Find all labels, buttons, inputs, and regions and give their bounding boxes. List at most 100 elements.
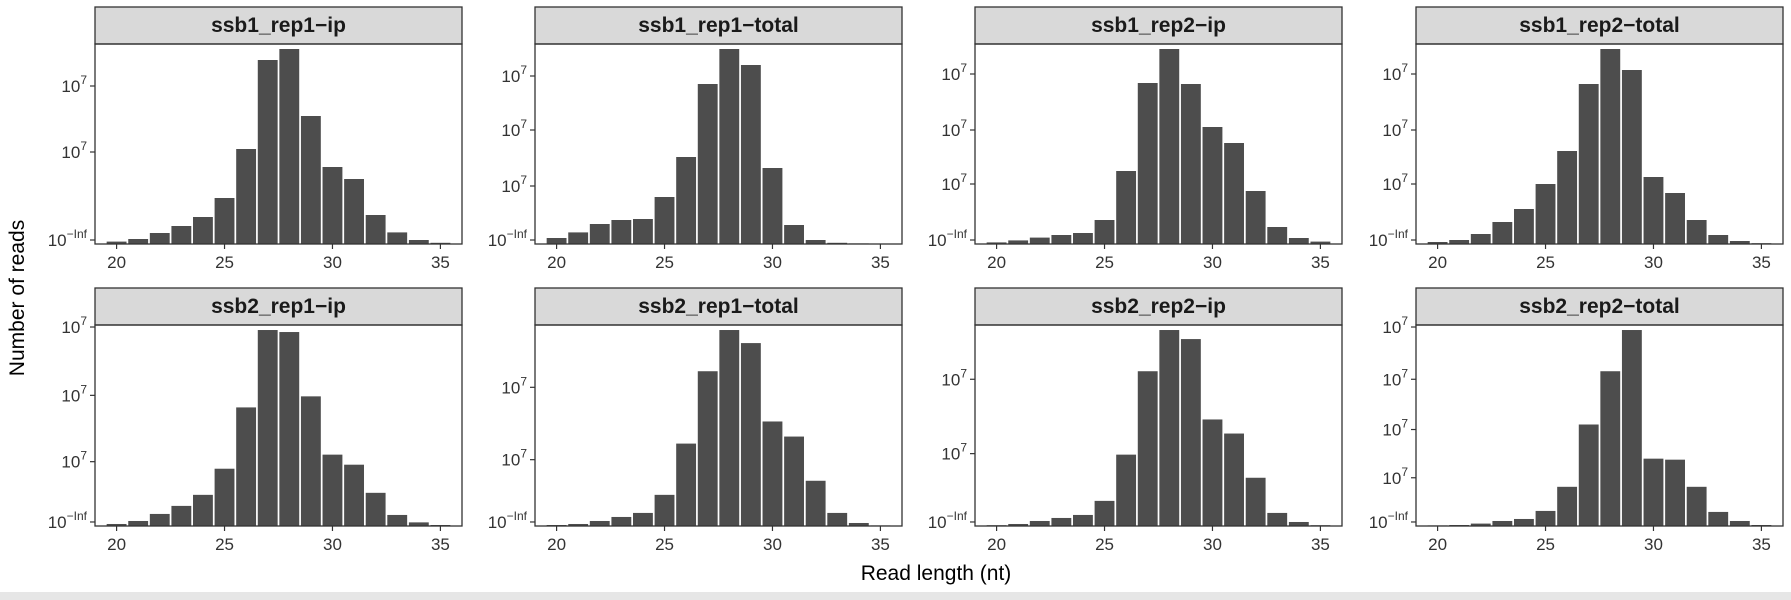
panel-border (94, 324, 463, 527)
panel-title: ssb1_rep2−total (1519, 14, 1680, 37)
x-axis-title: Read length (nt) (861, 562, 1012, 585)
bar (300, 116, 321, 244)
bar (106, 523, 127, 526)
x-tick-label: 30 (763, 535, 782, 554)
bar (827, 512, 848, 526)
bar (1621, 330, 1642, 526)
bar (1600, 49, 1621, 244)
panel-strip (1415, 6, 1784, 45)
bar (214, 468, 235, 526)
x-tick-label: 25 (655, 535, 674, 554)
y-tick-label: 107 (61, 73, 87, 96)
x-tick-label: 25 (1095, 535, 1114, 554)
panel-strip (94, 287, 463, 326)
bar (149, 513, 170, 526)
y-tick-label: 10−Inf (488, 509, 528, 532)
panel-title: ssb2_rep2−ip (1091, 295, 1226, 318)
bar (611, 516, 632, 526)
bar (1449, 240, 1470, 244)
bar (805, 480, 826, 526)
panel-title: ssb2_rep1−total (638, 295, 799, 318)
x-tick-label: 30 (1203, 253, 1222, 272)
bar (740, 343, 761, 526)
panel-title: ssb1_rep2−ip (1091, 14, 1226, 37)
bar (1514, 209, 1534, 244)
bar (322, 167, 343, 244)
x-tick-label: 20 (987, 253, 1006, 272)
y-tick-label: 107 (1382, 117, 1408, 140)
bar (1245, 477, 1266, 526)
y-tick-label: 107 (501, 447, 527, 470)
bar (1267, 227, 1288, 244)
x-tick-label: 30 (323, 535, 342, 554)
x-tick-label: 20 (547, 253, 566, 272)
bar (408, 522, 429, 526)
bar (676, 443, 697, 526)
y-tick-label: 107 (61, 449, 87, 472)
x-tick-label: 35 (1752, 535, 1771, 554)
bar (1180, 339, 1201, 526)
bar (611, 220, 632, 244)
bar (1600, 371, 1621, 526)
bar (1492, 222, 1513, 244)
bar (257, 330, 278, 526)
bar (1514, 518, 1534, 526)
bar (1557, 151, 1578, 244)
bar (1051, 235, 1072, 244)
bar (1470, 234, 1491, 244)
panel-strip (534, 287, 903, 326)
bar (633, 219, 653, 244)
bar (149, 233, 170, 244)
bar (171, 226, 192, 244)
bar (279, 49, 300, 244)
bar (1557, 486, 1578, 526)
x-tick-label: 20 (987, 535, 1006, 554)
bar (719, 49, 740, 244)
x-tick-label: 35 (1311, 535, 1330, 554)
bar (1686, 220, 1707, 244)
bar (589, 520, 610, 526)
bar (589, 224, 610, 244)
bar (1686, 486, 1707, 526)
bar (1180, 84, 1201, 244)
y-tick-label: 10−Inf (1369, 227, 1409, 250)
x-tick-label: 35 (871, 535, 890, 554)
bar (1137, 371, 1158, 526)
panel-border (534, 324, 903, 527)
bar (1578, 424, 1599, 526)
panel-title: ssb1_rep1−total (638, 14, 799, 37)
bar (106, 241, 127, 244)
y-tick-label: 107 (1382, 417, 1408, 440)
bar (1708, 235, 1729, 244)
panel: ssb1_rep2−ip 107 107 107 10−Inf 20 25 30 35 (928, 6, 1343, 272)
bar (676, 157, 697, 244)
panel-strip (94, 6, 463, 45)
bar (236, 407, 257, 526)
y-tick-label: 107 (61, 314, 87, 337)
y-tick-label: 107 (941, 61, 967, 84)
x-tick-label: 25 (215, 535, 234, 554)
y-tick-label: 107 (941, 117, 967, 140)
bar (1137, 83, 1158, 244)
panel-border (534, 43, 903, 245)
y-tick-label: 107 (501, 173, 527, 196)
y-tick-label: 107 (941, 441, 967, 464)
y-tick-label: 107 (61, 382, 87, 405)
x-tick-label: 35 (1752, 253, 1771, 272)
panel: ssb1_rep1−ip 107 107 10−Inf 20 25 30 35 (48, 6, 463, 272)
bar (986, 242, 1007, 244)
bar (1535, 510, 1556, 526)
bar (1267, 512, 1288, 526)
bar (1094, 500, 1115, 527)
bar (1492, 520, 1513, 526)
bar (1202, 127, 1223, 244)
x-tick-label: 25 (1095, 253, 1114, 272)
x-tick-label: 20 (107, 535, 126, 554)
bar (740, 65, 761, 244)
bar (1708, 511, 1729, 526)
panel-grid: ssb1_rep1−ip 107 107 10−Inf 20 25 30 35 ssb1_rep… (48, 6, 1784, 554)
y-tick-label: 107 (1382, 366, 1408, 389)
panel-title: ssb1_rep1−ip (211, 14, 346, 37)
bar (322, 454, 343, 526)
